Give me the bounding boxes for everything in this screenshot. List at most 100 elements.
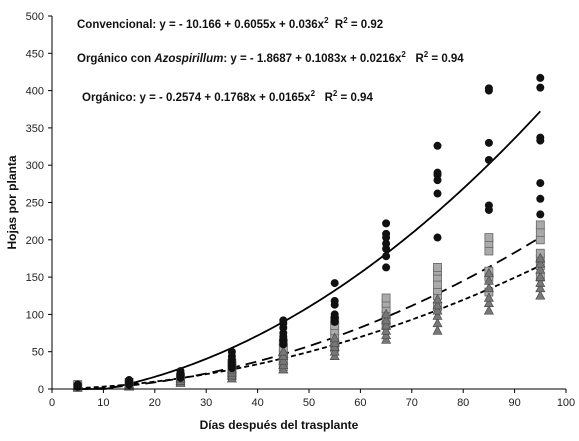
x-axis-title: Días después del trasplante — [200, 418, 359, 432]
equation-part: = 0.92 — [348, 19, 384, 31]
equation-part: Azospirillum — [153, 53, 223, 65]
point-organico-azospirillum — [484, 233, 494, 242]
y-tick-label: 100 — [26, 309, 44, 321]
point-organico — [483, 267, 494, 278]
point-organico — [483, 282, 494, 293]
point-convencional — [536, 133, 545, 142]
equation-conv: Convencional: y = - 10.166 + 0.6055x + 0… — [77, 16, 383, 31]
fit-curve-convencional — [77, 110, 541, 390]
point-organico — [432, 310, 443, 320]
point-organico — [535, 263, 546, 274]
point-organico — [483, 275, 494, 285]
point-organico — [432, 317, 443, 328]
point-convencional — [382, 252, 391, 261]
point-organico-azospirillum — [535, 235, 545, 245]
y-tick-label: 250 — [26, 198, 44, 210]
y-tick-label: 500 — [26, 11, 44, 23]
equation-part: 2 — [324, 16, 329, 25]
x-tick-label: 60 — [354, 397, 366, 409]
equation-part: 2 — [401, 50, 406, 59]
y-tick-label: 450 — [26, 48, 44, 60]
point-convencional — [227, 347, 236, 356]
point-organico-azospirillum — [535, 227, 545, 237]
x-tick-label: 30 — [200, 397, 212, 409]
point-organico — [535, 258, 546, 268]
point-convencional — [125, 376, 134, 385]
point-organico — [535, 271, 546, 281]
x-tick-label: 10 — [97, 397, 109, 409]
point-organico-azospirillum — [535, 220, 545, 230]
point-convencional — [382, 219, 391, 228]
point-convencional — [536, 179, 545, 188]
data-points — [72, 73, 546, 392]
fit-lines — [77, 110, 541, 390]
x-tick-label: 80 — [457, 397, 469, 409]
point-convencional — [536, 83, 545, 92]
point-organico — [381, 308, 392, 319]
y-tick-label: 0 — [38, 384, 44, 396]
equation-part: Convencional: y = - 10.166 + 0.6055x + 0… — [77, 19, 325, 31]
point-organico — [483, 305, 494, 315]
point-organico — [535, 277, 546, 287]
point-organico — [432, 305, 443, 315]
point-convencional — [330, 310, 339, 319]
point-convencional — [433, 233, 442, 242]
point-convencional — [484, 155, 493, 164]
x-tick-label: 50 — [303, 397, 315, 409]
point-organico-azospirillum — [433, 280, 442, 289]
point-convencional — [382, 229, 391, 238]
equation-part: R — [315, 92, 334, 104]
annotations: Convencional: y = - 10.166 + 0.6055x + 0… — [77, 16, 464, 104]
x-tick-label: 100 — [557, 397, 575, 409]
point-convencional — [433, 168, 442, 177]
point-convencional — [73, 380, 82, 389]
equation-part: R — [329, 19, 344, 31]
equation-part: 2 — [343, 16, 348, 25]
point-convencional — [536, 210, 545, 219]
point-convencional — [536, 194, 545, 203]
point-organico — [278, 346, 289, 356]
point-convencional — [382, 263, 391, 272]
y-tick-label: 300 — [26, 160, 44, 172]
x-tick-label: 90 — [508, 397, 520, 409]
point-organico-azospirillum — [484, 246, 494, 256]
point-organico — [329, 332, 340, 343]
x-tick-label: 70 — [406, 397, 418, 409]
point-organico — [432, 299, 443, 310]
point-organico — [535, 252, 546, 263]
equation-part: 2 — [424, 50, 429, 59]
fit-curve-organico — [77, 264, 541, 390]
y-tick-label: 150 — [26, 272, 44, 284]
axes: 0 10 20 30 40 50 60 70 80 90 100 0 50 100 150 200 250 300… — [5, 11, 575, 432]
equation-part: 2 — [311, 89, 316, 98]
point-convencional — [433, 189, 442, 198]
point-convencional — [536, 73, 545, 82]
point-organico — [381, 319, 392, 330]
y-tick-label: 350 — [26, 123, 44, 135]
equation-org: Orgánico: y = - 0.2574 + 0.1768x + 0.016… — [82, 89, 373, 104]
equation-part: = 0.94 — [428, 53, 464, 65]
x-tick-label: 40 — [251, 397, 263, 409]
point-organico — [381, 325, 392, 335]
point-convencional — [330, 296, 339, 305]
point-convencional — [433, 141, 442, 150]
equation-part: R — [406, 53, 425, 65]
point-convencional — [484, 201, 493, 210]
y-tick-label: 50 — [32, 347, 44, 359]
x-tick-label: 20 — [149, 397, 161, 409]
point-organico — [535, 290, 546, 300]
point-convencional — [330, 279, 339, 288]
point-convencional — [484, 84, 493, 93]
point-organico-azospirillum — [433, 263, 442, 272]
point-organico — [483, 297, 494, 308]
point-organico — [432, 325, 443, 335]
equation-part: 2 — [333, 89, 338, 98]
y-tick-label: 400 — [26, 86, 44, 98]
point-convencional — [279, 316, 288, 325]
point-convencional — [176, 367, 185, 376]
point-organico — [483, 292, 494, 302]
equation-part: = 0.94 — [337, 92, 373, 104]
x-tick-label: 0 — [49, 397, 55, 409]
